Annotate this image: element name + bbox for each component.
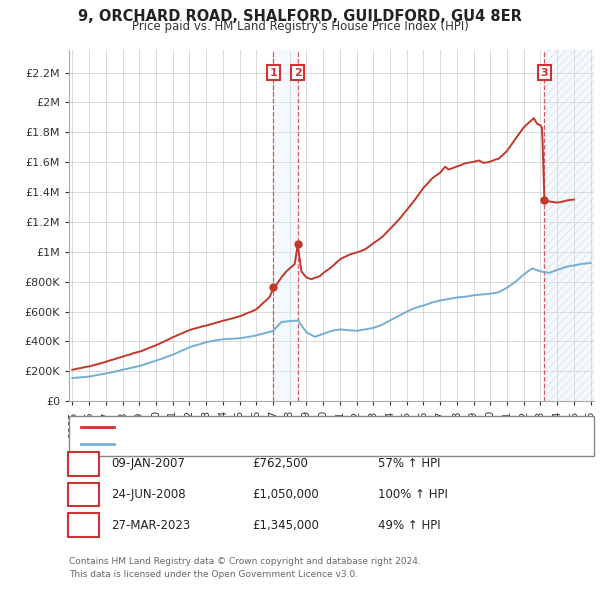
Bar	[544, 50, 594, 401]
Text: 100% ↑ HPI: 100% ↑ HPI	[378, 488, 448, 501]
Text: 27-MAR-2023: 27-MAR-2023	[111, 519, 190, 532]
Text: This data is licensed under the Open Government Licence v3.0.: This data is licensed under the Open Gov…	[69, 570, 358, 579]
Text: 2: 2	[294, 68, 302, 77]
Text: £1,345,000: £1,345,000	[252, 519, 319, 532]
Text: 9, ORCHARD ROAD, SHALFORD, GUILDFORD, GU4 8ER (detached house): 9, ORCHARD ROAD, SHALFORD, GUILDFORD, GU…	[120, 422, 498, 431]
Text: Price paid vs. HM Land Registry's House Price Index (HPI): Price paid vs. HM Land Registry's House …	[131, 20, 469, 33]
Text: 1: 1	[269, 68, 277, 77]
Text: Contains HM Land Registry data © Crown copyright and database right 2024.: Contains HM Land Registry data © Crown c…	[69, 557, 421, 566]
Text: 1: 1	[79, 457, 88, 470]
Text: £1,050,000: £1,050,000	[252, 488, 319, 501]
Text: 57% ↑ HPI: 57% ↑ HPI	[378, 457, 440, 470]
Text: £762,500: £762,500	[252, 457, 308, 470]
Bar	[544, 50, 594, 401]
Text: 3: 3	[541, 68, 548, 77]
Text: 24-JUN-2008: 24-JUN-2008	[111, 488, 185, 501]
Bar	[274, 50, 298, 401]
Text: 3: 3	[79, 519, 88, 532]
Text: 2: 2	[79, 488, 88, 501]
Text: HPI: Average price, detached house, Guildford: HPI: Average price, detached house, Guil…	[120, 440, 361, 449]
Text: 09-JAN-2007: 09-JAN-2007	[111, 457, 185, 470]
Text: 49% ↑ HPI: 49% ↑ HPI	[378, 519, 440, 532]
Text: 9, ORCHARD ROAD, SHALFORD, GUILDFORD, GU4 8ER: 9, ORCHARD ROAD, SHALFORD, GUILDFORD, GU…	[78, 9, 522, 24]
